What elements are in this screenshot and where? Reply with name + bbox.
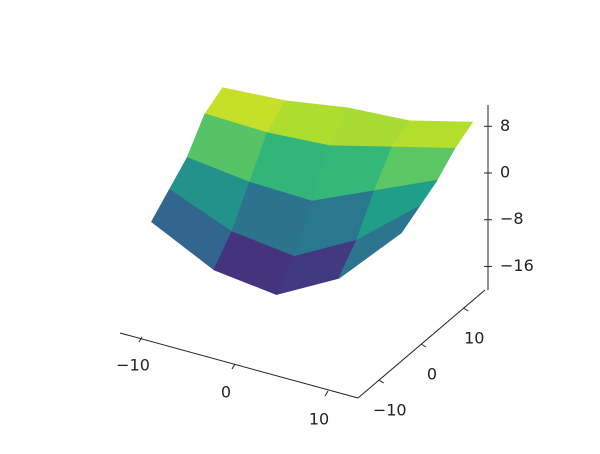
y-tick-label: 0 — [427, 365, 437, 384]
z-tick-label: −8 — [500, 209, 524, 228]
x-tick-label: −10 — [116, 356, 150, 375]
x-tick — [231, 363, 236, 370]
x-tick-label: 10 — [309, 410, 329, 429]
x-axis — [119, 332, 359, 399]
y-tick — [463, 307, 469, 312]
surface-patch — [338, 206, 420, 279]
y-tick-label: −10 — [373, 401, 407, 420]
surface — [151, 87, 473, 295]
x-tick-label: 0 — [221, 383, 231, 402]
y-tick — [378, 379, 384, 384]
z-tick-label: −16 — [500, 256, 534, 275]
z-tick-label: 8 — [500, 116, 510, 135]
x-tick — [324, 390, 329, 397]
x-tick — [138, 336, 143, 343]
y-tick-label: 10 — [464, 329, 484, 348]
z-tick-label: 0 — [500, 163, 510, 182]
y-tick — [420, 343, 427, 348]
